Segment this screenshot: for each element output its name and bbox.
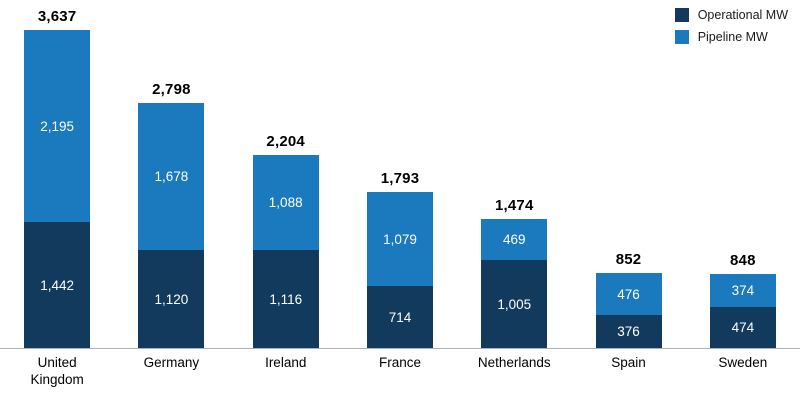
segment-value-label: 1,678 bbox=[154, 169, 189, 184]
legend: Operational MW Pipeline MW bbox=[674, 8, 788, 44]
segment-value-label: 476 bbox=[617, 286, 640, 302]
bar-segment-operational: 1,442 bbox=[24, 222, 91, 348]
bar-segment-pipeline: 469 bbox=[481, 219, 548, 260]
segment-value-label: 374 bbox=[731, 283, 755, 298]
legend-item-operational: Operational MW bbox=[674, 8, 788, 22]
bar-column: 2,204 1,088 1,116 bbox=[229, 133, 343, 348]
legend-item-pipeline: Pipeline MW bbox=[674, 30, 788, 44]
bar-segment-pipeline: 1,088 bbox=[252, 155, 319, 250]
total-label: 852 bbox=[615, 251, 642, 268]
bar-segment-pipeline: 374 bbox=[709, 274, 776, 307]
legend-label-operational: Operational MW bbox=[697, 8, 788, 22]
category-label: Ireland bbox=[229, 349, 343, 389]
bar-column: 848 374 474 bbox=[686, 252, 800, 348]
category-label-text: Sweden bbox=[718, 355, 768, 370]
category-label-text: Germany bbox=[143, 355, 200, 370]
category-label-text: France bbox=[378, 355, 421, 370]
bar-segment-operational: 1,116 bbox=[252, 250, 319, 348]
bar-segment-operational: 474 bbox=[709, 307, 776, 348]
category-axis: United Kingdom Germany Ireland France Nether… bbox=[0, 349, 800, 389]
bar-segment-operational: 714 bbox=[366, 286, 433, 348]
category-label-text: Netherlands bbox=[477, 355, 551, 370]
segment-value-label: 714 bbox=[388, 309, 412, 325]
bar-column: 1,793 1,079 714 bbox=[343, 170, 457, 348]
segment-value-label: 2,195 bbox=[40, 118, 75, 134]
total-label: 848 bbox=[730, 252, 756, 269]
segment-value-label: 1,120 bbox=[154, 291, 189, 307]
category-label: Netherlands bbox=[457, 349, 571, 389]
legend-label-pipeline: Pipeline MW bbox=[697, 30, 768, 44]
bar-segment-pipeline: 1,079 bbox=[366, 192, 433, 286]
segment-value-label: 1,005 bbox=[497, 296, 532, 312]
total-label: 2,204 bbox=[266, 133, 305, 150]
segment-value-label: 474 bbox=[731, 320, 755, 335]
category-label-text: United Kingdom bbox=[30, 355, 84, 387]
bar-column: 1,474 469 1,005 bbox=[457, 197, 571, 348]
total-label: 1,793 bbox=[380, 170, 420, 187]
category-label: United Kingdom bbox=[0, 349, 114, 389]
segment-value-label: 1,079 bbox=[383, 231, 417, 247]
category-label: France bbox=[343, 349, 457, 389]
bar-segment-pipeline: 2,195 bbox=[24, 30, 91, 222]
legend-swatch-pipeline bbox=[674, 30, 689, 44]
segment-value-label: 469 bbox=[503, 232, 526, 247]
bar-segment-operational: 1,120 bbox=[138, 250, 205, 348]
bar-column: 852 476 376 bbox=[571, 251, 685, 348]
segment-value-label: 1,442 bbox=[40, 277, 75, 293]
bar-segment-operational: 1,005 bbox=[481, 260, 548, 348]
segment-value-label: 1,088 bbox=[268, 195, 303, 210]
plot-area: 3,637 2,195 1,442 2,798 1,678 1,120 2,204 1,088… bbox=[0, 8, 800, 349]
category-label-text: Ireland bbox=[265, 355, 307, 370]
bar-column: 2,798 1,678 1,120 bbox=[114, 81, 228, 348]
bar-segment-pipeline: 476 bbox=[595, 273, 662, 315]
bar-segment-operational: 376 bbox=[595, 315, 662, 348]
segment-value-label: 376 bbox=[617, 324, 640, 339]
category-label-text: Spain bbox=[611, 355, 646, 370]
category-label: Sweden bbox=[686, 349, 800, 389]
bar-segment-pipeline: 1,678 bbox=[138, 103, 205, 250]
bar-column: 3,637 2,195 1,442 bbox=[0, 8, 114, 348]
category-label: Germany bbox=[114, 349, 228, 389]
legend-swatch-operational bbox=[674, 8, 689, 22]
total-label: 1,474 bbox=[494, 197, 534, 214]
category-label: Spain bbox=[571, 349, 685, 389]
total-label: 3,637 bbox=[37, 8, 77, 25]
total-label: 2,798 bbox=[152, 81, 191, 98]
segment-value-label: 1,116 bbox=[269, 291, 303, 307]
